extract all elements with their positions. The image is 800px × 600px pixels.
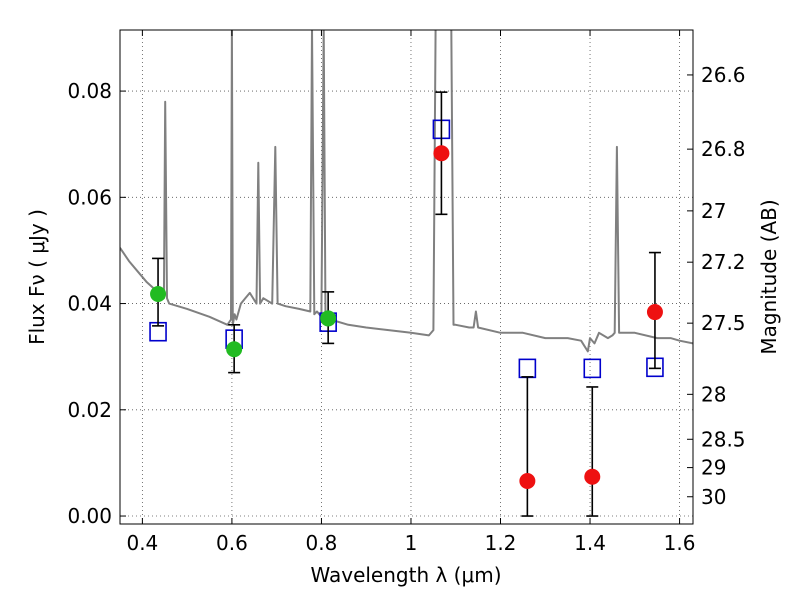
x-tick-label: 1.6 bbox=[664, 531, 696, 555]
y-tick-label: 0.00 bbox=[67, 504, 112, 528]
y-tick-label: 0.02 bbox=[67, 398, 112, 422]
observed-point bbox=[433, 145, 450, 162]
x-tick-label: 0.6 bbox=[216, 531, 248, 555]
right-tick-label: 26.6 bbox=[701, 63, 746, 87]
right-tick-label: 26.8 bbox=[701, 137, 746, 161]
right-tick-label: 30 bbox=[701, 485, 726, 509]
right-tick-label: 29 bbox=[701, 456, 726, 480]
observed-point bbox=[646, 304, 663, 321]
right-tick-label: 28 bbox=[701, 382, 726, 406]
right-tick-label: 27 bbox=[701, 199, 726, 223]
y-tick-label: 0.08 bbox=[67, 79, 112, 103]
x-tick-label: 0.4 bbox=[126, 531, 158, 555]
observed-point bbox=[584, 468, 601, 485]
x-tick-label: 1.2 bbox=[485, 531, 517, 555]
right-tick-label: 28.5 bbox=[701, 427, 746, 451]
right-tick-label: 27.2 bbox=[701, 250, 746, 274]
x-axis-label: Wavelength λ (μm) bbox=[310, 563, 501, 587]
x-tick-label: 0.8 bbox=[306, 531, 338, 555]
observed-point bbox=[226, 341, 243, 358]
observed-point bbox=[519, 472, 536, 489]
right-axis-label: Magnitude (AB) bbox=[757, 199, 781, 354]
plot-frame bbox=[119, 29, 694, 525]
error-bar-layer bbox=[149, 91, 664, 517]
plot-background bbox=[120, 30, 693, 524]
y-tick-label: 0.06 bbox=[67, 185, 112, 209]
x-tick-label: 1 bbox=[405, 531, 418, 555]
y-tick-label: 0.04 bbox=[67, 292, 112, 316]
observed-point bbox=[150, 285, 167, 302]
x-tick-label: 1.4 bbox=[574, 531, 606, 555]
observed-point bbox=[320, 310, 337, 327]
y-axis-label: Flux Fν ( μJy ) bbox=[25, 209, 49, 345]
right-tick-label: 27.5 bbox=[701, 311, 746, 335]
tick-layer: 0.4 0.6 0.8 1 1.2 1.4 1.6 0.00 0.02 0.04 0.06 0.08 2… bbox=[67, 30, 746, 555]
model-box-marker bbox=[583, 358, 602, 379]
